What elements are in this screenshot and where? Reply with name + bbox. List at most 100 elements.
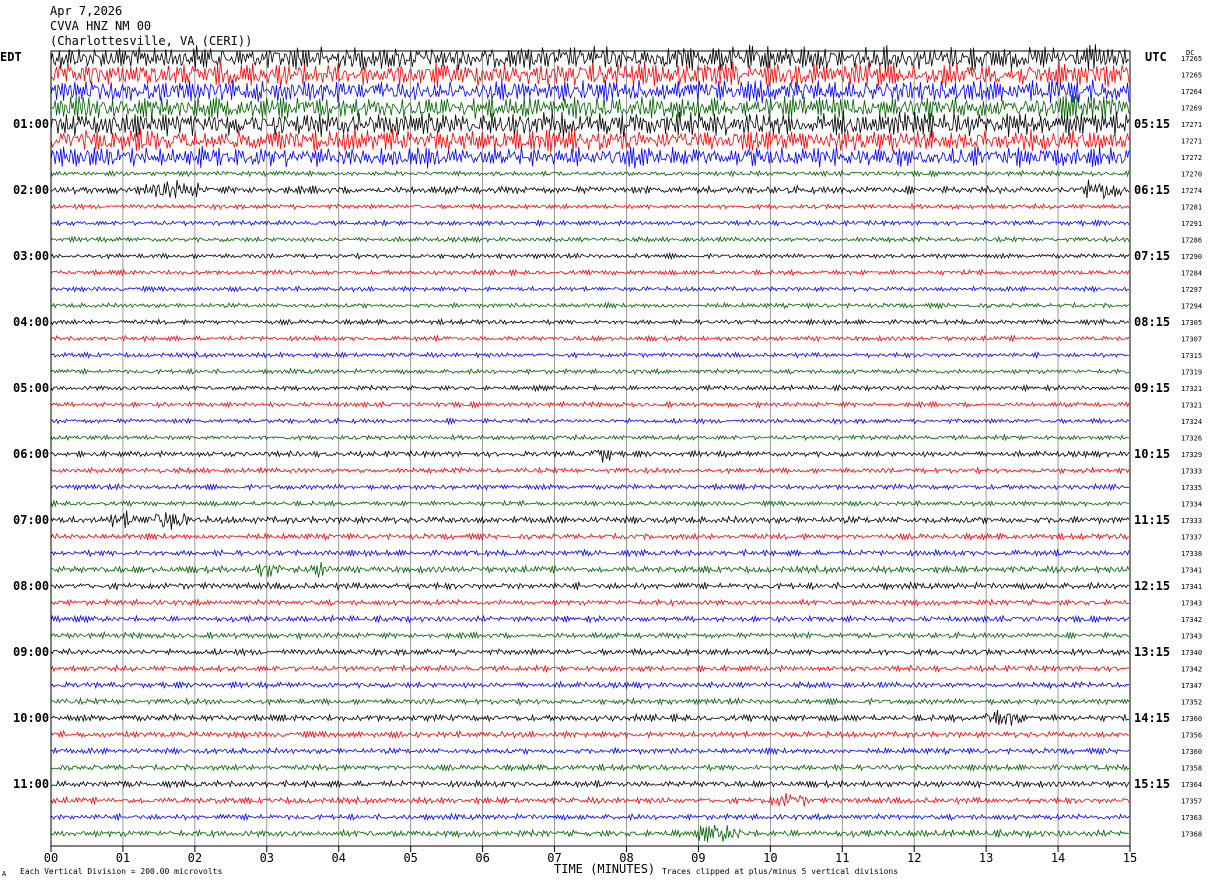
- dc-value: 17284: [1181, 270, 1202, 278]
- header-date: Apr 7,2026: [50, 4, 123, 18]
- trace-row-5: [50, 128, 1130, 153]
- trace-row-25: [50, 466, 1130, 475]
- right-hour-label: 11:15: [1134, 513, 1170, 527]
- right-hour-label: 05:15: [1134, 117, 1170, 131]
- dc-column-header: DC: [1186, 49, 1195, 57]
- left-hour-label: 06:00: [13, 447, 49, 461]
- trace-row-34: [50, 614, 1130, 624]
- trace-row-22: [50, 416, 1130, 426]
- dc-value: 17347: [1181, 682, 1202, 690]
- right-hour-label: 06:15: [1134, 183, 1170, 197]
- right-hour-label: 07:15: [1134, 249, 1170, 263]
- dc-value: 17368: [1181, 831, 1202, 839]
- dc-value: 17343: [1181, 600, 1202, 608]
- trace-row-9: [50, 202, 1130, 211]
- dc-value: 17321: [1181, 402, 1202, 410]
- scale-note: Each Vertical Division = 200.00 microvol…: [20, 867, 223, 876]
- x-tick-label: 13: [979, 851, 993, 865]
- trace-row-10: [50, 218, 1130, 228]
- dc-value: 17342: [1181, 666, 1202, 674]
- trace-layer: [50, 44, 1130, 843]
- dc-value: 17319: [1181, 369, 1202, 377]
- left-hour-label: 08:00: [13, 579, 49, 593]
- right-hour-label: 08:15: [1134, 315, 1170, 329]
- trace-row-45: [50, 792, 1130, 807]
- x-tick-label: 06: [475, 851, 489, 865]
- dc-value: 17333: [1181, 468, 1202, 476]
- dc-value: 17297: [1181, 286, 1202, 294]
- trace-row-23: [50, 433, 1130, 442]
- axis-layer: 00 01 02 03 04 05 06 07 08 09 10 11 12 13 14 15 17265 172…: [13, 50, 1202, 865]
- dc-value: 17363: [1181, 814, 1202, 822]
- dc-value: 17360: [1181, 748, 1202, 756]
- dc-value: 17343: [1181, 633, 1202, 641]
- x-axis-label: TIME (MINUTES): [554, 862, 656, 876]
- trace-row-36: [50, 647, 1130, 657]
- dc-value: 17342: [1181, 616, 1202, 624]
- dc-value: 17356: [1181, 732, 1202, 740]
- dc-value: 17315: [1181, 352, 1202, 360]
- dc-value: 17294: [1181, 303, 1202, 311]
- x-tick-label: 03: [260, 851, 274, 865]
- left-hour-label: 07:00: [13, 513, 49, 527]
- dc-value: 17341: [1181, 583, 1202, 591]
- trace-row-1: [50, 60, 1130, 88]
- trace-row-18: [50, 351, 1130, 360]
- left-timezone-label: EDT: [0, 50, 22, 64]
- left-hour-label: 01:00: [13, 117, 49, 131]
- right-timezone-label: UTC: [1145, 50, 1167, 64]
- dc-value: 17352: [1181, 699, 1202, 707]
- left-hour-label: 03:00: [13, 249, 49, 263]
- trace-row-28: [50, 510, 1130, 530]
- trace-row-26: [50, 482, 1130, 492]
- trace-row-14: [50, 285, 1130, 294]
- dc-value: 17274: [1181, 187, 1202, 195]
- trace-row-44: [50, 779, 1130, 789]
- left-hour-label: 09:00: [13, 645, 49, 659]
- dc-value: 17326: [1181, 435, 1202, 443]
- trace-row-31: [50, 562, 1130, 578]
- trace-row-4: [50, 110, 1130, 139]
- dc-value: 17333: [1181, 517, 1202, 525]
- x-tick-label: 07: [547, 851, 561, 865]
- trace-row-12: [50, 251, 1130, 261]
- left-hour-label: 05:00: [13, 381, 49, 395]
- x-tick-label: 01: [116, 851, 130, 865]
- x-tick-label: 14: [1051, 851, 1065, 865]
- dc-value: 17338: [1181, 550, 1202, 558]
- trace-row-30: [50, 548, 1130, 558]
- dc-value: 17357: [1181, 798, 1202, 806]
- trace-row-43: [50, 762, 1130, 772]
- dc-value: 17290: [1181, 253, 1202, 261]
- left-hour-label: 04:00: [13, 315, 49, 329]
- trace-row-47: [50, 824, 1130, 843]
- dc-value: 17337: [1181, 534, 1202, 542]
- dc-value: 17341: [1181, 567, 1202, 575]
- trace-row-41: [50, 729, 1130, 740]
- trace-row-7: [50, 169, 1130, 178]
- dc-value: 17307: [1181, 336, 1202, 344]
- trace-row-8: [50, 179, 1130, 200]
- trace-row-39: [50, 696, 1130, 707]
- dc-value: 17324: [1181, 418, 1202, 426]
- trace-row-17: [50, 334, 1130, 343]
- trace-row-2: [50, 79, 1130, 104]
- right-hour-label: 15:15: [1134, 777, 1170, 791]
- trace-row-42: [50, 746, 1130, 756]
- corner-mark: A: [2, 870, 7, 878]
- dc-value: 17271: [1181, 138, 1202, 146]
- dc-value: 17271: [1181, 121, 1202, 129]
- x-tick-label: 00: [44, 851, 58, 865]
- trace-row-24: [50, 449, 1130, 463]
- trace-row-15: [50, 301, 1130, 310]
- trace-row-11: [50, 235, 1130, 244]
- x-tick-label: 12: [907, 851, 921, 865]
- trace-row-16: [50, 317, 1130, 327]
- trace-row-29: [50, 531, 1130, 542]
- header-station: CVVA HNZ NM 00: [50, 19, 152, 33]
- right-hour-label: 12:15: [1134, 579, 1170, 593]
- trace-row-19: [50, 367, 1130, 376]
- dc-value: 17281: [1181, 204, 1202, 212]
- trace-row-3: [50, 94, 1130, 121]
